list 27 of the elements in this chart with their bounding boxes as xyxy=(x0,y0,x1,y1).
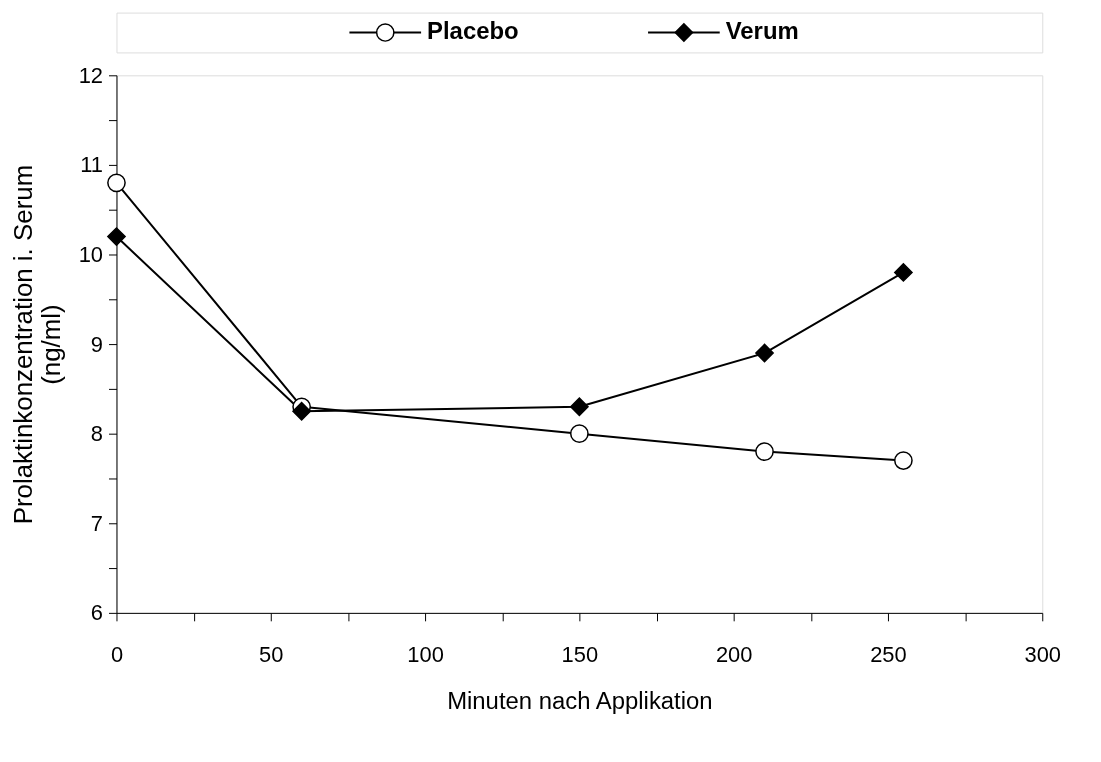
legend-label: Verum xyxy=(725,17,799,45)
y-tick-label: 12 xyxy=(78,62,104,88)
point xyxy=(570,397,589,417)
point xyxy=(894,451,913,470)
y-axis-title: Prolaktinkonzentration i. Serum (ng/ml) xyxy=(8,164,65,525)
x-tick-label: 250 xyxy=(870,642,907,668)
x-tick-label: 100 xyxy=(407,642,444,668)
x-tick-label: 200 xyxy=(715,642,753,668)
y-tick-label: 7 xyxy=(90,510,104,536)
x-axis-title: Minuten nach Applikation xyxy=(447,686,713,714)
x-tick-label: 150 xyxy=(561,642,599,668)
point xyxy=(755,442,774,461)
y-tick-label: 8 xyxy=(90,421,104,447)
y-tick-label: 6 xyxy=(90,600,104,626)
x-tick-label: 50 xyxy=(259,642,284,668)
point xyxy=(107,227,126,246)
x-tick-label: 0 xyxy=(110,642,124,668)
point xyxy=(570,424,589,444)
y-tick-label: 10 xyxy=(78,241,104,267)
x-tick-label: 300 xyxy=(1024,642,1062,668)
y-tick-label: 9 xyxy=(90,331,104,357)
point xyxy=(894,263,913,282)
legend-label: Placebo xyxy=(427,17,519,45)
y-tick-label: 11 xyxy=(80,152,104,178)
point xyxy=(755,343,774,363)
point xyxy=(107,173,126,193)
point xyxy=(292,401,311,421)
